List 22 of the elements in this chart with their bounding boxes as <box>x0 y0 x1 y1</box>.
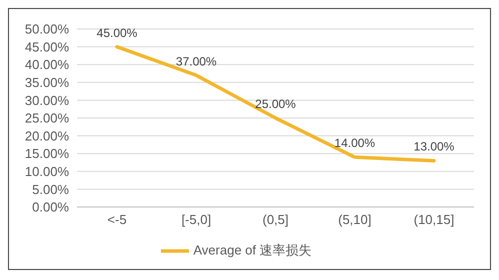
x-tick-label: [-5,0] <box>181 212 212 228</box>
y-tick-label: 45.00% <box>24 39 70 54</box>
y-tick-label: 0.00% <box>32 200 70 215</box>
y-tick-label: 40.00% <box>24 57 70 72</box>
data-label: 45.00% <box>96 26 138 40</box>
x-tick-label: (10,15] <box>414 212 454 228</box>
y-tick-label: 20.00% <box>24 128 70 144</box>
y-tick-label: 25.00% <box>24 110 70 126</box>
y-tick-label: 35.00% <box>24 75 70 90</box>
x-tick-label: <-5 <box>107 212 127 228</box>
x-tick-label: (0,5] <box>262 212 289 228</box>
legend-label: Average of 速率损失 <box>193 242 312 258</box>
data-label: 14.00% <box>334 136 376 150</box>
data-label: 37.00% <box>176 54 217 68</box>
x-tick-label: (5,10] <box>338 212 372 228</box>
data-label: 25.00% <box>255 97 296 111</box>
y-tick-label: 15.00% <box>24 146 70 162</box>
data-label: 13.00% <box>414 140 455 154</box>
y-tick-label: 10.00% <box>24 164 70 180</box>
y-tick-label: 5.00% <box>32 182 70 197</box>
y-tick-label: 50.00% <box>24 22 70 37</box>
y-tick-label: 30.00% <box>24 92 70 108</box>
